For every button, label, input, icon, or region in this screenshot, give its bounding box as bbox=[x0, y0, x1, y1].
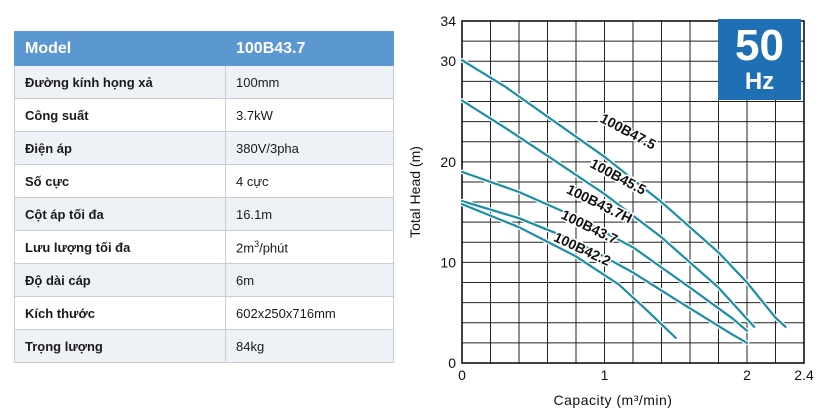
spec-value-superscript: 3 bbox=[254, 238, 260, 249]
spec-value-text: 4 cực bbox=[236, 173, 269, 189]
spec-row: Cột áp tối đa 16.1m bbox=[14, 197, 394, 231]
spec-value-text: 2m bbox=[236, 240, 255, 256]
y-tick-label: 30 bbox=[440, 53, 456, 69]
spec-label: Trọng lượng bbox=[14, 329, 226, 363]
spec-value: 2m3/phút bbox=[225, 230, 394, 264]
spec-row: Trọng lượng 84kg bbox=[14, 329, 394, 363]
spec-value-text: 3.7kW bbox=[236, 107, 273, 123]
spec-row: Điện áp 380V/3pha bbox=[14, 131, 394, 165]
spec-value-text: 6m bbox=[236, 272, 255, 288]
spec-value: 16.1m bbox=[225, 197, 394, 231]
spec-row: Lưu lượng tối đa 2m3/phút bbox=[14, 230, 394, 264]
spec-row: Kích thước 602x250x716mm bbox=[14, 296, 394, 330]
series-line bbox=[460, 200, 749, 344]
x-tick-label: 0 bbox=[458, 367, 466, 383]
y-tick-label: 10 bbox=[440, 254, 456, 270]
chart-ticks: 0 1 2 2.4 0 10 20 30 34 bbox=[440, 13, 814, 383]
chart-y-axis-label: Total Head (m) bbox=[407, 146, 423, 238]
frequency-number: 50 bbox=[735, 21, 784, 70]
spec-value: 4 cực bbox=[225, 164, 394, 198]
pump-curve-chart: 0 1 2 2.4 0 10 20 30 34 100B47.5100B45.5100B43.7… bbox=[407, 13, 814, 408]
series-label: 100B47.5 bbox=[598, 110, 659, 153]
spec-label: Lưu lượng tối đa bbox=[14, 230, 226, 264]
spec-row: Độ dài cáp 6m bbox=[14, 263, 394, 297]
spec-label: Đường kính họng xả bbox=[14, 65, 226, 99]
series-line bbox=[460, 170, 749, 332]
spec-value: 380V/3pha bbox=[225, 131, 394, 165]
spec-header-row: Model 100B43.7 bbox=[14, 31, 394, 66]
series-line bbox=[460, 59, 787, 328]
chart-series-labels: 100B47.5100B45.5100B43.7H100B43.7100B42.… bbox=[550, 108, 660, 270]
spec-header-label: Model bbox=[14, 31, 226, 66]
series-line bbox=[460, 99, 756, 328]
y-tick-label: 0 bbox=[448, 355, 456, 371]
spec-row: Số cực 4 cực bbox=[14, 164, 394, 198]
spec-value-suffix: /phút bbox=[259, 240, 288, 256]
spec-header-value: 100B43.7 bbox=[225, 31, 394, 66]
frequency-unit: Hz bbox=[744, 68, 775, 95]
frequency-badge: 50 Hz bbox=[718, 19, 801, 100]
series-line bbox=[460, 203, 677, 339]
spec-value: 6m bbox=[225, 263, 394, 297]
y-tick-label: 20 bbox=[440, 154, 456, 170]
spec-table: Model 100B43.7 Đường kính họng xả 100mm Cô… bbox=[14, 31, 394, 363]
spec-value: 84kg bbox=[225, 329, 394, 363]
spec-label: Kích thước bbox=[14, 296, 226, 330]
y-tick-label: 34 bbox=[440, 13, 456, 29]
spec-value-text: 380V/3pha bbox=[236, 140, 299, 156]
spec-label: Điện áp bbox=[14, 131, 226, 165]
spec-value-text: 16.1m bbox=[236, 206, 273, 222]
chart-series bbox=[459, 57, 788, 346]
spec-value-text: 100mm bbox=[236, 74, 280, 90]
spec-row: Công suất 3.7kW bbox=[14, 98, 394, 132]
spec-value-text: 602x250x716mm bbox=[236, 305, 336, 321]
spec-label: Công suất bbox=[14, 98, 226, 132]
spec-value: 100mm bbox=[225, 65, 394, 99]
spec-label: Cột áp tối đa bbox=[14, 197, 226, 231]
spec-label: Độ dài cáp bbox=[14, 263, 226, 297]
plot-frame bbox=[461, 20, 805, 364]
spec-row: Đường kính họng xả 100mm bbox=[14, 65, 394, 99]
x-tick-label: 2.4 bbox=[794, 367, 814, 383]
x-tick-label: 2 bbox=[743, 367, 751, 383]
spec-value: 602x250x716mm bbox=[225, 296, 394, 330]
spec-value-text: 84kg bbox=[236, 338, 265, 354]
chart-x-axis-label: Capacity (m³/min) bbox=[554, 392, 673, 408]
spec-value: 3.7kW bbox=[225, 98, 394, 132]
spec-table-body: Model 100B43.7 Đường kính họng xả 100mm Cô… bbox=[14, 31, 394, 363]
spec-label: Số cực bbox=[14, 164, 226, 198]
x-tick-label: 1 bbox=[601, 367, 609, 383]
